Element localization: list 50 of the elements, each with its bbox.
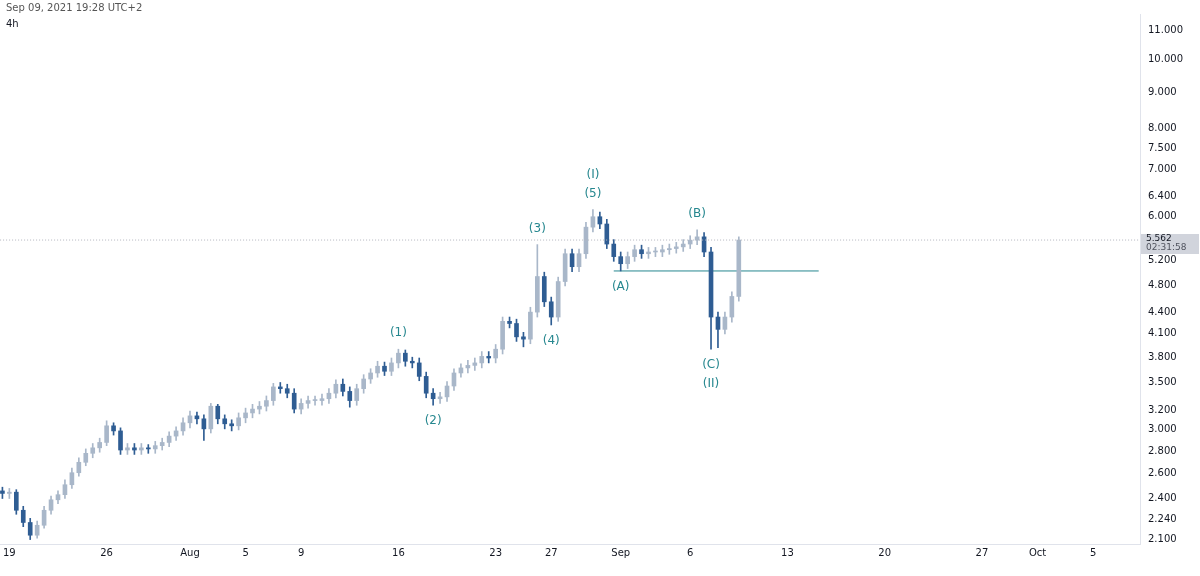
x-tick-label: 27 (975, 546, 989, 558)
y-tick-label: 3.000 (1148, 423, 1177, 435)
y-tick-label: 3.800 (1148, 350, 1177, 362)
y-tick-label: 6.400 (1148, 190, 1177, 202)
y-tick-label: 3.500 (1148, 376, 1177, 388)
y-tick-label: 9.000 (1148, 85, 1177, 97)
x-tick-label: Aug (180, 546, 200, 558)
x-tick-label: Sep (611, 546, 631, 558)
y-tick-label: 4.400 (1148, 305, 1177, 317)
x-tick-label: 5 (1089, 546, 1097, 558)
x-tick-label: 26 (100, 546, 113, 558)
y-tick-label: 2.400 (1148, 492, 1177, 504)
annotation: (4) (542, 333, 560, 348)
y-tick-label: 8.000 (1148, 121, 1177, 133)
annotation: (2) (424, 413, 442, 428)
annotation: (C) (702, 357, 720, 372)
chart-title: 4h (6, 18, 19, 29)
ref-line-label: 5.562 (1146, 233, 1172, 244)
text: 02:31:58 (1146, 242, 1187, 253)
y-tick-label: 4.800 (1148, 278, 1177, 290)
x-tick-label: 9 (297, 546, 305, 558)
annotation: (1) (389, 325, 407, 340)
x-tick-label: 27 (544, 546, 558, 558)
annotation: (II) (702, 376, 720, 391)
x-tick-label: 13 (781, 546, 794, 558)
x-tick-label: 6 (686, 546, 694, 558)
annotation: (A) (611, 279, 630, 294)
annotation: (I) (586, 166, 600, 181)
text: Sep 09, 2021 19:28 UTC+2 (6, 2, 143, 13)
x-tick-label: 5 (242, 546, 249, 558)
y-tick-label: 2.240 (1148, 513, 1177, 525)
y-tick-label: 4.100 (1148, 327, 1177, 339)
y-tick-label: 7.500 (1148, 141, 1177, 153)
x-tick-label: 23 (489, 546, 503, 558)
y-tick-label: 6.000 (1148, 210, 1177, 222)
y-tick-label: 11.000 (1148, 23, 1183, 35)
annotation: (B) (688, 205, 706, 220)
x-tick-label: 16 (392, 546, 405, 558)
y-tick-label: 10.000 (1148, 53, 1183, 65)
x-tick-label: 19 (3, 546, 16, 558)
y-tick-label: 2.600 (1148, 467, 1177, 479)
y-tick-label: 7.000 (1148, 162, 1177, 174)
y-tick-label: 3.200 (1148, 403, 1177, 415)
x-tick-label: Oct (1028, 546, 1047, 558)
y-tick-label: 2.800 (1148, 444, 1177, 456)
annotation: (5) (584, 185, 602, 200)
x-tick-label: 20 (878, 546, 892, 558)
y-tick-label: 2.100 (1148, 533, 1177, 545)
y-tick-label: 5.200 (1148, 254, 1177, 266)
annotation: (3) (528, 220, 546, 235)
